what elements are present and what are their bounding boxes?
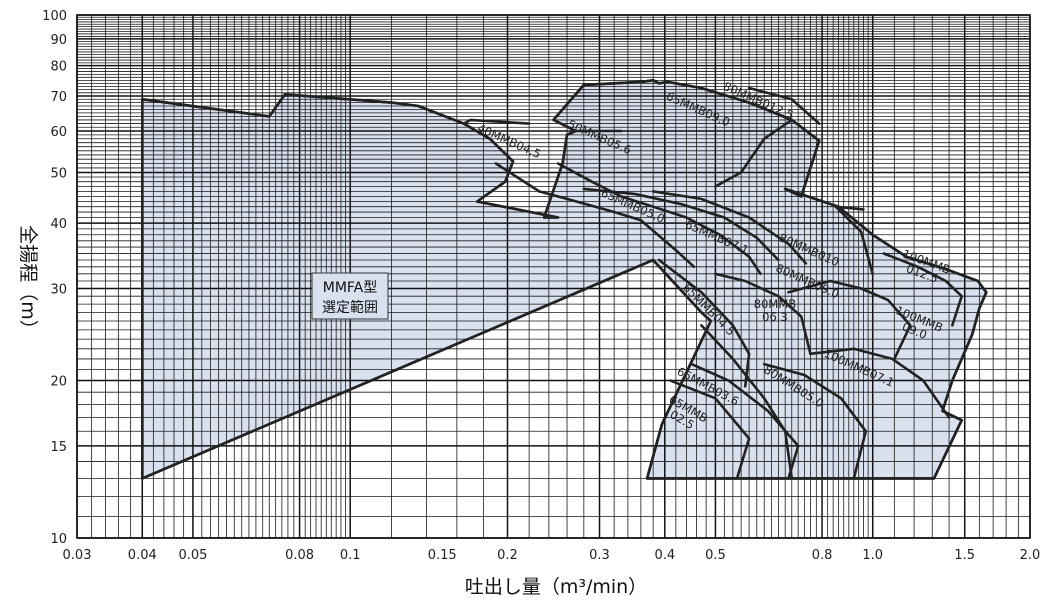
x-tick-label: 1.5	[954, 548, 975, 563]
x-tick-label: 0.3	[589, 548, 610, 563]
model-boundary-line	[582, 187, 780, 262]
x-tick-label: 0.8	[812, 548, 833, 563]
y-tick-label: 90	[50, 33, 67, 48]
model-boundary-line	[714, 272, 812, 356]
y-tick-label: 40	[50, 217, 67, 232]
model-label: 80MMB 06.3	[754, 297, 796, 324]
selection-note-line-2: 選定範囲	[322, 299, 378, 316]
y-tick-label: 15	[50, 440, 67, 455]
x-tick-label: 1.0	[862, 548, 883, 563]
model-boundary-line	[834, 205, 874, 276]
model-boundary-line	[690, 362, 800, 480]
tick-label-layer: 0.03 0.04 0.05 0.08 0.1 0.15 0.2 0.3 0.4 0.5 0.8 1.…	[42, 9, 1040, 563]
y-tick-label: 30	[50, 282, 67, 297]
x-tick-label: 0.4	[654, 548, 675, 563]
model-boundary-line	[762, 362, 868, 480]
x-tick-label: 0.03	[63, 548, 92, 563]
grid-layer	[76, 14, 1031, 539]
y-tick-label: 10	[50, 532, 67, 547]
model-boundary-line	[556, 162, 762, 276]
y-tick-label: 100	[42, 9, 67, 24]
model-boundary-line	[669, 379, 751, 480]
x-tick-label: 0.08	[285, 548, 314, 563]
model-boundary-line	[714, 118, 794, 188]
x-tick-label: 2.0	[1020, 548, 1041, 563]
x-tick-label: 0.15	[428, 548, 457, 563]
model-boundary-line	[494, 162, 696, 269]
model-boundary-line	[657, 258, 751, 388]
x-tick-label: 0.05	[178, 548, 207, 563]
model-boundary-line	[651, 190, 808, 265]
model-boundary-line	[809, 347, 951, 419]
plot-frame	[76, 14, 1031, 539]
selection-note-box	[311, 272, 389, 320]
x-axis-title: 吐出し量（m³/min）	[465, 576, 647, 598]
model-boundary-line	[700, 324, 794, 480]
model-boundary-line	[462, 118, 531, 125]
x-tick-label: 0.04	[128, 548, 157, 563]
y-tick-label: 60	[50, 125, 67, 140]
x-tick-label: 0.1	[340, 548, 361, 563]
x-tick-label: 0.2	[497, 548, 518, 563]
y-tick-label: 70	[50, 90, 67, 105]
y-tick-label: 50	[50, 166, 67, 181]
model-division-layer	[141, 79, 988, 480]
model-boundary-line	[882, 252, 963, 327]
model-label-line: 06.3	[762, 310, 788, 324]
model-boundary-line	[834, 205, 865, 211]
y-tick-label: 20	[50, 375, 67, 390]
model-boundary-line	[747, 86, 821, 125]
x-tick-label: 0.5	[705, 548, 726, 563]
y-tick-label: 80	[50, 60, 67, 75]
y-axis-title: 全揚程（m）	[17, 225, 39, 339]
selection-note: MMFA型 選定範囲	[311, 272, 389, 320]
model-label-line: 80MMB	[754, 297, 796, 311]
model-boundary-line	[787, 279, 912, 361]
selection-note-line-1: MMFA型	[323, 280, 378, 296]
